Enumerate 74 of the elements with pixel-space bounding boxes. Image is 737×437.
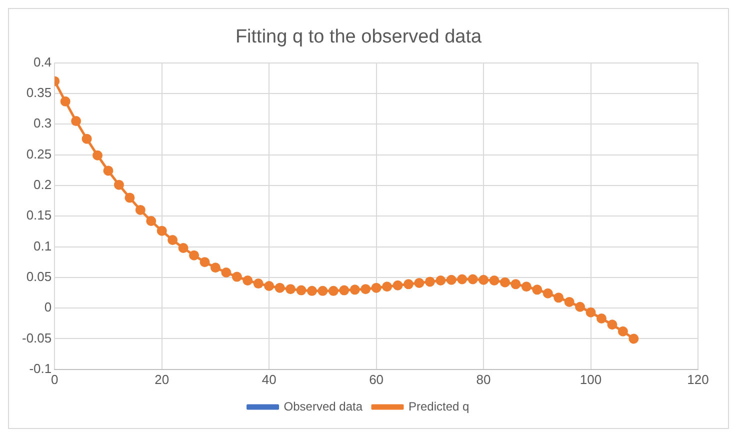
point — [586, 307, 596, 318]
point — [124, 192, 135, 203]
point — [554, 292, 564, 303]
point — [168, 235, 178, 246]
x-tick-label: 40 — [262, 372, 276, 387]
x-tick-label: 100 — [580, 372, 602, 387]
point — [242, 275, 253, 286]
legend-label: Observed data — [284, 399, 363, 414]
point — [328, 286, 338, 296]
point — [532, 284, 542, 295]
y-tick-label: -0.1 — [29, 360, 52, 376]
point — [446, 274, 456, 285]
point — [286, 284, 296, 294]
point — [274, 282, 285, 293]
point — [468, 274, 478, 284]
legend-label: Predicted q — [408, 399, 470, 414]
point — [82, 134, 92, 144]
point — [607, 320, 618, 330]
y-tick-label: 0.25 — [26, 146, 52, 162]
x-tick-label: 60 — [369, 372, 384, 387]
point — [542, 288, 553, 298]
point — [371, 282, 382, 293]
point — [103, 166, 114, 176]
point — [221, 268, 232, 278]
point — [146, 216, 156, 226]
point — [489, 275, 500, 286]
point — [339, 285, 350, 296]
point — [436, 275, 446, 286]
y-tick-label: 0.2 — [34, 177, 52, 192]
point — [296, 285, 306, 296]
y-tick-label: 0.05 — [26, 269, 52, 284]
point — [382, 282, 392, 292]
point — [618, 326, 628, 336]
y-tick-label: -0.05 — [22, 330, 52, 346]
point — [71, 116, 82, 126]
point — [306, 286, 317, 296]
point — [210, 262, 220, 273]
point — [60, 96, 70, 106]
chart-title: Fitting q to the observed data — [235, 26, 482, 48]
point — [264, 281, 274, 292]
point — [414, 278, 424, 288]
point — [253, 278, 264, 289]
point — [521, 282, 532, 292]
y-tick-label: 0 — [44, 300, 52, 315]
point — [92, 150, 103, 160]
point — [135, 204, 146, 215]
x-tick-label: 80 — [476, 372, 491, 387]
point — [596, 314, 606, 324]
point — [350, 284, 360, 295]
point — [232, 272, 242, 282]
point — [457, 274, 468, 284]
point — [478, 274, 489, 285]
y-tick-label: 0.3 — [34, 116, 52, 131]
point — [403, 279, 414, 290]
point — [564, 296, 574, 307]
point — [392, 280, 403, 290]
y-tick-label: 0.35 — [26, 85, 52, 100]
point — [575, 302, 586, 312]
x-tick-label: 120 — [687, 372, 709, 387]
point — [189, 250, 200, 260]
x-tick-label: 20 — [154, 372, 170, 387]
point — [628, 334, 639, 344]
point — [200, 257, 210, 268]
point — [114, 180, 124, 190]
point — [178, 242, 188, 253]
point — [510, 279, 521, 290]
y-tick-label: 0.15 — [26, 208, 52, 223]
point — [318, 286, 328, 296]
point — [360, 284, 371, 294]
point — [156, 226, 167, 236]
point — [424, 276, 435, 287]
y-tick-label: 0.1 — [34, 238, 52, 254]
point — [500, 277, 510, 288]
y-tick-label: 0.4 — [34, 54, 52, 70]
